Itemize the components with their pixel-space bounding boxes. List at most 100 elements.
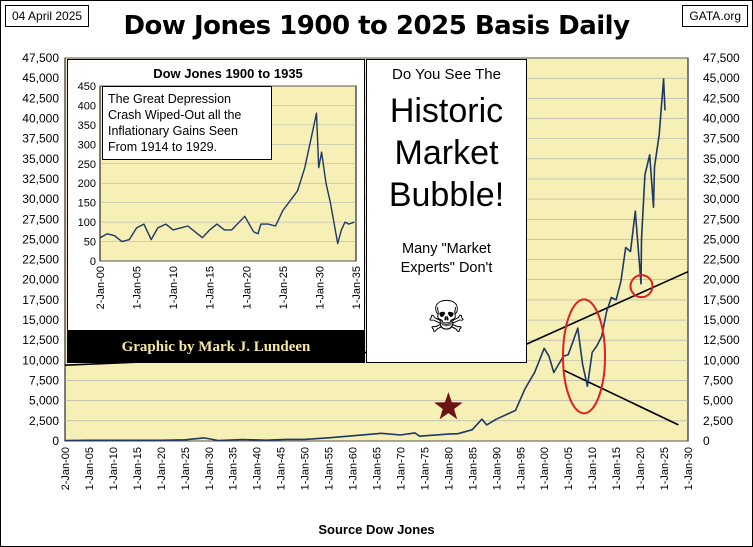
inset-y-tick-label: 0 bbox=[90, 256, 96, 268]
callout-line-2: Historic bbox=[389, 92, 504, 130]
callout-line-5: Many "Market bbox=[402, 241, 491, 257]
callout-headline: Historic Market Bubble! bbox=[367, 90, 526, 216]
skull-crossbones-icon: ☠ bbox=[426, 293, 467, 342]
x-tick-label: 2-Jan-00 bbox=[60, 447, 72, 490]
callout-box: Do You See The Historic Market Bubble! M… bbox=[366, 59, 527, 363]
x-tick-label: 1-Jan-00 bbox=[539, 447, 551, 490]
inset-title: Dow Jones 1900 to 1935 bbox=[153, 66, 303, 81]
callout-line-6: Experts" Don't bbox=[400, 260, 493, 276]
x-tick-label: 1-Jan-65 bbox=[372, 447, 384, 490]
y-tick-label-left: 2,500 bbox=[29, 414, 59, 428]
y-tick-label-left: 25,000 bbox=[22, 232, 59, 246]
x-tick-label: 1-Jan-05 bbox=[84, 447, 96, 490]
x-tick-label: 1-Jan-25 bbox=[659, 447, 671, 490]
y-tick-label-right: 2,500 bbox=[703, 414, 733, 428]
inset-x-tick-label: 1-Jan-25 bbox=[278, 266, 290, 309]
x-tick-label: 1-Jan-35 bbox=[228, 447, 240, 490]
inset-annotation: The Great Depression Crash Wiped-Out all… bbox=[102, 86, 272, 160]
x-tick-label: 1-Jan-15 bbox=[611, 447, 623, 490]
chart-title: Dow Jones 1900 to 2025 Basis Daily bbox=[123, 11, 630, 41]
y-tick-label-left: 20,000 bbox=[22, 273, 59, 287]
x-tick-label: 1-Jan-05 bbox=[563, 447, 575, 490]
trend-line-upper bbox=[522, 270, 689, 347]
inset-dow-line bbox=[99, 112, 355, 245]
y-tick-label-right: 5,000 bbox=[703, 394, 733, 408]
y-tick-label-right: 40,000 bbox=[703, 111, 740, 125]
x-tick-label: 1-Jan-95 bbox=[515, 447, 527, 490]
inset-y-tick-label: 250 bbox=[78, 159, 96, 171]
credit-banner: Graphic by Mark J. Lundeen bbox=[67, 331, 365, 363]
y-tick-label-left: 0 bbox=[52, 434, 59, 448]
y-tick-label-left: 17,500 bbox=[22, 293, 59, 307]
x-tick-label: 1-Jan-50 bbox=[300, 447, 312, 490]
inset-y-tick-label: 150 bbox=[78, 198, 96, 210]
y-tick-label-right: 30,000 bbox=[703, 192, 740, 206]
x-axis-label: Source Dow Jones bbox=[318, 522, 435, 537]
y-tick-label-right: 42,500 bbox=[703, 91, 740, 105]
y-tick-label-right: 35,000 bbox=[703, 152, 740, 166]
y-tick-label-right: 0 bbox=[703, 434, 710, 448]
x-tick-label: 1-Jan-30 bbox=[204, 447, 216, 490]
inset-y-tick-label: 200 bbox=[78, 178, 96, 190]
y-tick-label-left: 22,500 bbox=[22, 253, 59, 267]
x-tick-label: 1-Jan-15 bbox=[132, 447, 144, 490]
inset-y-tick-label: 450 bbox=[78, 81, 96, 93]
y-tick-label-left: 35,000 bbox=[22, 152, 59, 166]
inset-x-tick-label: 2-Jan-00 bbox=[95, 266, 107, 309]
inset-y-tick-label: 100 bbox=[78, 217, 96, 229]
trend-line-lower bbox=[563, 369, 679, 426]
y-tick-label-right: 37,500 bbox=[703, 132, 740, 146]
x-tick-label: 1-Jan-70 bbox=[395, 447, 407, 490]
x-tick-label: 1-Jan-60 bbox=[348, 447, 360, 490]
y-tick-label-left: 15,000 bbox=[22, 313, 59, 327]
y-tick-label-right: 15,000 bbox=[703, 313, 740, 327]
x-tick-label: 1-Jan-40 bbox=[252, 447, 264, 490]
x-tick-label: 1-Jan-25 bbox=[180, 447, 192, 490]
inset-x-tick-label: 1-Jan-30 bbox=[314, 266, 326, 309]
y-tick-label-right: 20,000 bbox=[703, 273, 740, 287]
x-tick-label: 1-Jan-45 bbox=[276, 447, 288, 490]
x-tick-label: 1-Jan-85 bbox=[467, 447, 479, 490]
y-tick-label-right: 32,500 bbox=[703, 172, 740, 186]
y-tick-label-left: 40,000 bbox=[22, 111, 59, 125]
y-tick-label-right: 47,500 bbox=[703, 51, 740, 65]
y-tick-label-left: 32,500 bbox=[22, 172, 59, 186]
x-tick-label: 1-Jan-80 bbox=[443, 447, 455, 490]
y-tick-label-left: 37,500 bbox=[22, 132, 59, 146]
y-tick-label-right: 17,500 bbox=[703, 293, 740, 307]
inset-x-tick-label: 1-Jan-10 bbox=[168, 266, 180, 309]
y-tick-label-right: 10,000 bbox=[703, 353, 740, 367]
y-tick-label-left: 47,500 bbox=[22, 51, 59, 65]
inset-x-tick-label: 1-Jan-35 bbox=[351, 266, 363, 309]
y-tick-label-left: 7,500 bbox=[29, 374, 59, 388]
date-label: 04 April 2025 bbox=[5, 5, 90, 27]
star-marker-icon bbox=[434, 392, 463, 420]
y-tick-label-left: 30,000 bbox=[22, 192, 59, 206]
inset-y-tick-label: 300 bbox=[78, 139, 96, 151]
inset-x-tick-label: 1-Jan-05 bbox=[132, 266, 144, 309]
y-tick-label-left: 42,500 bbox=[22, 91, 59, 105]
x-tick-label: 1-Jan-30 bbox=[683, 447, 695, 490]
x-tick-label: 1-Jan-20 bbox=[156, 447, 168, 490]
inset-y-tick-label: 400 bbox=[78, 100, 96, 112]
inset-x-tick-label: 1-Jan-20 bbox=[241, 266, 253, 309]
y-tick-label-right: 7,500 bbox=[703, 374, 733, 388]
x-tick-label: 1-Jan-55 bbox=[324, 447, 336, 490]
inset-y-tick-label: 50 bbox=[84, 237, 96, 249]
y-tick-label-left: 5,000 bbox=[29, 394, 59, 408]
y-tick-label-right: 25,000 bbox=[703, 232, 740, 246]
y-tick-label-left: 45,000 bbox=[22, 71, 59, 85]
bubble-highlight-ellipse bbox=[562, 298, 607, 415]
y-tick-label-right: 45,000 bbox=[703, 71, 740, 85]
inset-y-tick-label: 350 bbox=[78, 120, 96, 132]
x-tick-label: 1-Jan-75 bbox=[419, 447, 431, 490]
y-tick-label-left: 10,000 bbox=[22, 353, 59, 367]
y-tick-label-right: 22,500 bbox=[703, 253, 740, 267]
crossover-highlight-circle bbox=[629, 274, 654, 299]
site-label: GATA.org bbox=[682, 5, 748, 27]
inset-x-tick-label: 1-Jan-15 bbox=[205, 266, 217, 309]
y-tick-label-right: 12,500 bbox=[703, 333, 740, 347]
y-tick-label-left: 12,500 bbox=[22, 333, 59, 347]
y-tick-label-left: 27,500 bbox=[22, 212, 59, 226]
inset-chart: Dow Jones 1900 to 1935 0 50 100 150 200 250 30… bbox=[67, 59, 365, 331]
